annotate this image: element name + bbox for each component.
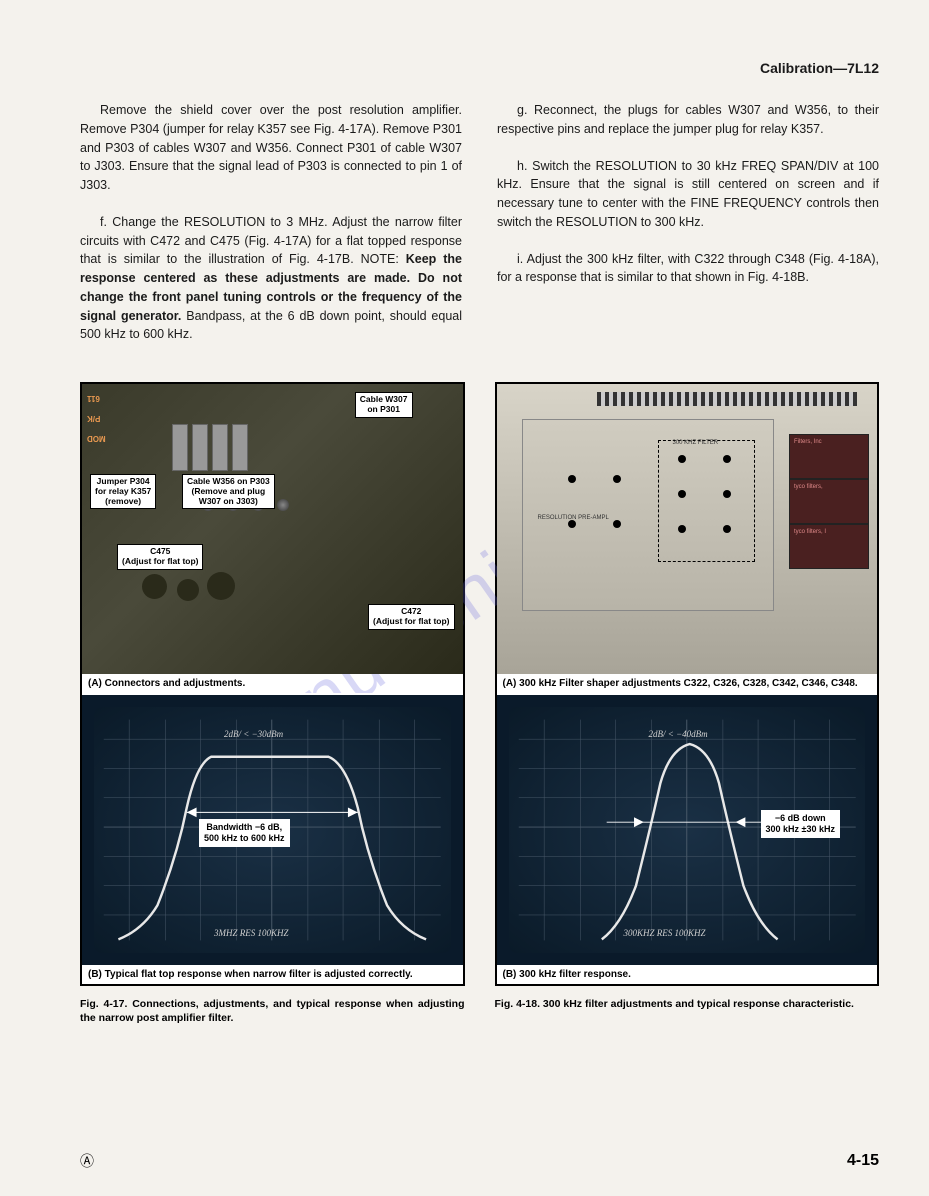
filter-module-3: tyco filters, I [789,524,869,569]
adjust-dot [723,455,731,463]
para-g: g. Reconnect, the plugs for cables W307 … [497,101,879,139]
right-column: g. Reconnect, the plugs for cables W307 … [497,101,879,362]
arrow-right [348,808,358,818]
fig17-caption: Fig. 4-17. Connections, adjustments, and… [80,998,465,1025]
adjust-dot [678,455,686,463]
reg-mark: Ⓐ [80,1151,94,1171]
footer: Ⓐ 4-15 [80,1151,879,1171]
arrow-left [634,817,644,827]
para-h: h. Switch the RESOLUTION to 30 kHz FREQ … [497,157,879,232]
panel-text: RESOLUTION PRE-AMPL [538,515,609,521]
fig18-caption: Fig. 4-18. 300 kHz filter adjustments an… [495,998,880,1012]
figure-4-17: 611 P/K MOD Cable W307 on P301 Jumper P3… [80,382,465,1025]
metal-shield: RESOLUTION PRE-AMPL 300 KHZ FILTER [522,419,774,611]
filter-module-1: Filters, Inc [789,434,869,479]
pcb-edge-text: MOD [87,434,106,443]
bandwidth-label: Bandwidth −6 dB, 500 kHz to 600 kHz [199,819,290,847]
fig18-a-photo: RESOLUTION PRE-AMPL 300 KHZ FILTER Filte… [497,384,878,674]
arrow-right [735,817,745,827]
para-f-a: f. Change the RESOLUTION to 3 MHz. Adjus… [80,215,462,267]
adjust-dot [723,490,731,498]
fig17-a-photo: 611 P/K MOD Cable W307 on P301 Jumper P3… [82,384,463,674]
filter-region [658,440,755,562]
label-c475: C475 (Adjust for flat top) [117,544,203,570]
response-curve [601,744,777,939]
adjust-dot [568,475,576,483]
component-stripe [212,424,228,471]
fig18-caption-a: (A) 300 kHz Filter shaper adjustments C3… [497,674,878,693]
fig18-caption-b: (B) 300 kHz filter response. [497,965,878,984]
pcb-edge-text: P/K [87,414,100,423]
panel-text: 300 KHZ FILTER [673,440,719,446]
crt-screen: 2dB/ < −40dBm −6 dB down 300 kHz ±30 kHz… [509,707,866,953]
component-blob [207,572,235,600]
header-title: Calibration—7L12 [80,60,879,76]
para-i: i. Adjust the 300 kHz filter, with C322 … [497,250,879,288]
crt-bottom-text: 3MHZ RES 100KHZ [214,928,289,938]
label-c472: C472 (Adjust for flat top) [368,604,454,630]
filter-module-2: tyco filters, [789,479,869,524]
arrow-left [187,808,197,818]
component-blob [142,574,167,599]
component-blob [177,579,199,601]
crt-bottom-text: 300KHZ RES 100KHZ [624,928,706,938]
text-columns: Remove the shield cover over the post re… [80,101,879,362]
label-cable-w307: Cable W307 on P301 [355,392,413,418]
adjust-dot [723,525,731,533]
fig17-box: 611 P/K MOD Cable W307 on P301 Jumper P3… [80,382,465,986]
db-label: −6 dB down 300 kHz ±30 kHz [761,810,840,838]
adjust-dot [678,490,686,498]
para-f: f. Change the RESOLUTION to 3 MHz. Adjus… [80,213,462,344]
page: manualshive.com Calibration—7L12 Remove … [0,0,929,1196]
adjust-dot [678,525,686,533]
page-number: 4-15 [847,1152,879,1170]
fig17-b-crt: 2dB/ < −30dBm Bandwidth −6 dB, 500 kHz t… [82,693,463,965]
fig17-caption-a: (A) Connectors and adjustments. [82,674,463,693]
connector-strip [597,392,858,406]
adjust-dot [568,520,576,528]
label-cable-w356: Cable W356 on P303 (Remove and plug W307… [182,474,275,509]
left-column: Remove the shield cover over the post re… [80,101,462,362]
screw-icon [277,499,289,511]
component-stripe [232,424,248,471]
fig18-b-crt: 2dB/ < −40dBm −6 dB down 300 kHz ±30 kHz… [497,693,878,965]
fig18-box: RESOLUTION PRE-AMPL 300 KHZ FILTER Filte… [495,382,880,986]
figure-4-18: RESOLUTION PRE-AMPL 300 KHZ FILTER Filte… [495,382,880,1025]
crt-top-text: 2dB/ < −40dBm [649,729,708,739]
component-stripe [172,424,188,471]
pcb-edge-text: 611 [87,394,100,403]
label-jumper-p304: Jumper P304 for relay K357 (remove) [90,474,156,509]
para-e: Remove the shield cover over the post re… [80,101,462,195]
adjust-dot [613,475,621,483]
fig17-caption-b: (B) Typical flat top response when narro… [82,965,463,984]
crt-top-text: 2dB/ < −30dBm [224,729,283,739]
figures-row: 611 P/K MOD Cable W307 on P301 Jumper P3… [80,382,879,1025]
crt-screen: 2dB/ < −30dBm Bandwidth −6 dB, 500 kHz t… [94,707,451,953]
adjust-dot [613,520,621,528]
component-stripe [192,424,208,471]
